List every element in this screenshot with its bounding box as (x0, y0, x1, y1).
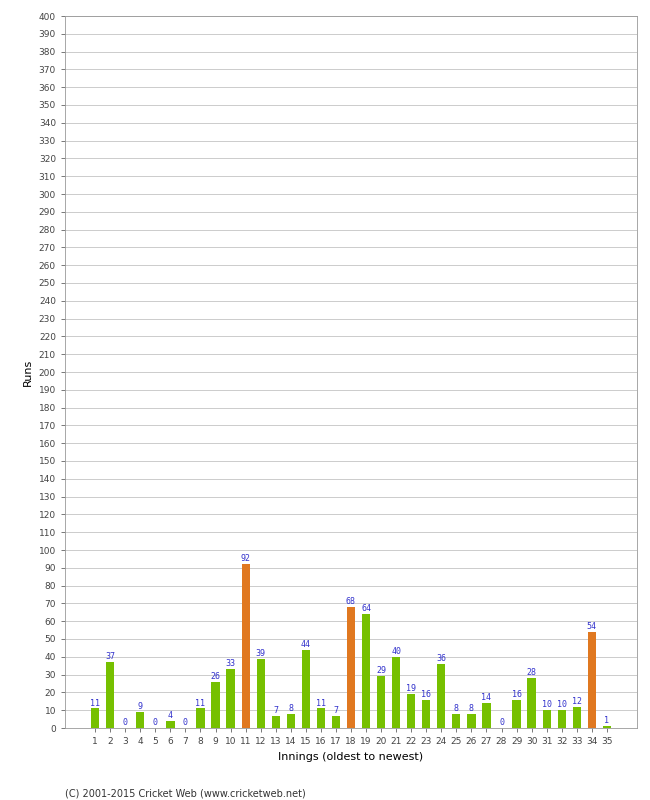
Text: (C) 2001-2015 Cricket Web (www.cricketweb.net): (C) 2001-2015 Cricket Web (www.cricketwe… (65, 788, 306, 798)
Bar (302, 650, 310, 728)
Text: 0: 0 (499, 718, 504, 727)
Bar (242, 564, 250, 728)
Bar (166, 721, 175, 728)
Text: 8: 8 (454, 704, 459, 713)
Bar (437, 664, 445, 728)
Bar (527, 678, 536, 728)
Bar (377, 676, 385, 728)
Bar (317, 709, 325, 728)
Text: 16: 16 (421, 690, 431, 698)
Y-axis label: Runs: Runs (23, 358, 33, 386)
Bar (512, 699, 521, 728)
Bar (407, 694, 415, 728)
Text: 9: 9 (138, 702, 143, 711)
Text: 44: 44 (301, 640, 311, 649)
Bar (603, 726, 611, 728)
Bar (287, 714, 295, 728)
Bar (347, 607, 355, 728)
Bar (392, 657, 400, 728)
Bar (422, 699, 430, 728)
Text: 26: 26 (211, 672, 220, 681)
Bar (196, 709, 205, 728)
Bar (452, 714, 460, 728)
Text: 92: 92 (240, 554, 251, 563)
Text: 11: 11 (196, 698, 205, 707)
Text: 7: 7 (333, 706, 339, 714)
Text: 12: 12 (572, 697, 582, 706)
Text: 40: 40 (391, 647, 401, 656)
Text: 33: 33 (226, 659, 235, 668)
Bar (543, 710, 551, 728)
Text: 10: 10 (541, 700, 552, 710)
Text: 19: 19 (406, 684, 416, 694)
X-axis label: Innings (oldest to newest): Innings (oldest to newest) (278, 751, 424, 762)
Text: 36: 36 (436, 654, 447, 663)
Text: 7: 7 (273, 706, 278, 714)
Bar (573, 706, 581, 728)
Text: 11: 11 (316, 698, 326, 707)
Text: 64: 64 (361, 604, 371, 613)
Bar (588, 632, 596, 728)
Bar (136, 712, 144, 728)
Text: 29: 29 (376, 666, 386, 675)
Text: 16: 16 (512, 690, 521, 698)
Text: 0: 0 (153, 718, 158, 727)
Bar (226, 670, 235, 728)
Text: 0: 0 (183, 718, 188, 727)
Bar (332, 715, 340, 728)
Text: 14: 14 (482, 693, 491, 702)
Bar (106, 662, 114, 728)
Text: 0: 0 (123, 718, 128, 727)
Text: 68: 68 (346, 597, 356, 606)
Bar (272, 715, 280, 728)
Bar (257, 658, 265, 728)
Bar (482, 703, 491, 728)
Text: 11: 11 (90, 698, 100, 707)
Text: 1: 1 (604, 716, 609, 726)
Bar (362, 614, 370, 728)
Text: 28: 28 (526, 668, 537, 678)
Bar (467, 714, 476, 728)
Text: 8: 8 (289, 704, 293, 713)
Text: 8: 8 (469, 704, 474, 713)
Bar (211, 682, 220, 728)
Text: 54: 54 (587, 622, 597, 631)
Bar (558, 710, 566, 728)
Bar (91, 709, 99, 728)
Text: 37: 37 (105, 652, 115, 662)
Text: 10: 10 (556, 700, 567, 710)
Text: 4: 4 (168, 711, 173, 720)
Text: 39: 39 (255, 649, 266, 658)
